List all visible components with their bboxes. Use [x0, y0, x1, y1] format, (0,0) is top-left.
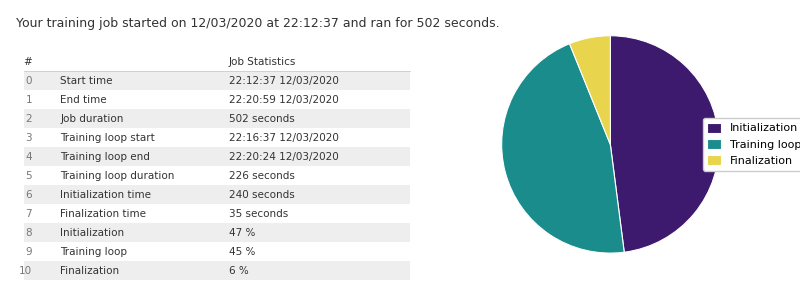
Text: 502 seconds: 502 seconds [229, 114, 294, 124]
Text: Finalization time: Finalization time [60, 209, 146, 219]
Text: 5: 5 [26, 171, 32, 181]
Text: 22:20:59 12/03/2020: 22:20:59 12/03/2020 [229, 95, 338, 105]
Bar [24, 109, 410, 128]
Text: 4: 4 [26, 152, 32, 162]
Text: #: # [23, 57, 32, 67]
Text: 226 seconds: 226 seconds [229, 171, 294, 181]
Text: 6 %: 6 % [229, 266, 249, 276]
Bar [24, 147, 410, 166]
Text: 47 %: 47 % [229, 228, 255, 238]
Wedge shape [570, 36, 610, 144]
Text: Initialization time: Initialization time [60, 190, 151, 200]
Text: 22:12:37 12/03/2020: 22:12:37 12/03/2020 [229, 76, 338, 86]
Text: Start time: Start time [60, 76, 113, 86]
Text: 2: 2 [26, 114, 32, 124]
Text: Training loop duration: Training loop duration [60, 171, 174, 181]
Text: 9: 9 [26, 247, 32, 257]
Bar [24, 242, 410, 261]
Bar [24, 71, 410, 90]
Bar [24, 204, 410, 223]
Text: Training loop start: Training loop start [60, 133, 155, 143]
Text: 1: 1 [26, 95, 32, 105]
Text: 8: 8 [26, 228, 32, 238]
Legend: Initialization, Training loop, Finalization: Initialization, Training loop, Finalizat… [703, 118, 800, 170]
Bar [24, 52, 410, 71]
Text: 45 %: 45 % [229, 247, 255, 257]
Text: 7: 7 [26, 209, 32, 219]
Bar [24, 223, 410, 242]
Text: Initialization: Initialization [60, 228, 124, 238]
Text: 6: 6 [26, 190, 32, 200]
Wedge shape [502, 44, 624, 253]
Bar [24, 128, 410, 147]
Bar [24, 166, 410, 185]
Bar [24, 261, 410, 280]
Text: 22:20:24 12/03/2020: 22:20:24 12/03/2020 [229, 152, 338, 162]
Text: 22:16:37 12/03/2020: 22:16:37 12/03/2020 [229, 133, 338, 143]
Bar [24, 90, 410, 109]
Bar [24, 185, 410, 204]
Wedge shape [610, 36, 719, 252]
Text: 3: 3 [26, 133, 32, 143]
Text: 35 seconds: 35 seconds [229, 209, 288, 219]
Text: 10: 10 [19, 266, 32, 276]
Text: Your training job started on 12/03/2020 at 22:12:37 and ran for 502 seconds.: Your training job started on 12/03/2020 … [16, 17, 500, 30]
Text: Training loop: Training loop [60, 247, 127, 257]
Text: Job Statistics: Job Statistics [229, 57, 296, 67]
Text: End time: End time [60, 95, 107, 105]
Text: Training loop end: Training loop end [60, 152, 150, 162]
Text: 0: 0 [26, 76, 32, 86]
Text: Job duration: Job duration [60, 114, 123, 124]
Text: 240 seconds: 240 seconds [229, 190, 294, 200]
Text: Finalization: Finalization [60, 266, 119, 276]
